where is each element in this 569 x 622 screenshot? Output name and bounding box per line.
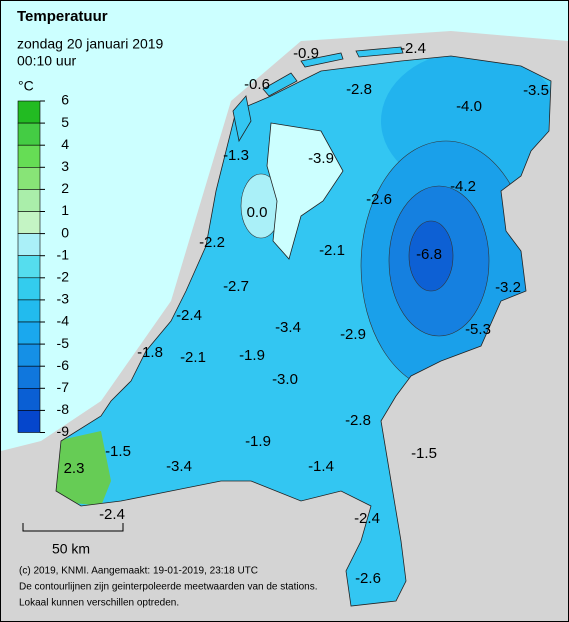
legend-label: -7 — [57, 379, 70, 395]
legend-swatch — [17, 343, 41, 367]
footer-line: Lokaal kunnen verschillen optreden. — [19, 598, 179, 609]
legend-swatch — [17, 410, 41, 433]
station-value: -3.5 — [523, 82, 549, 99]
station-value: -1.9 — [239, 347, 265, 364]
legend-label: -3 — [57, 291, 70, 307]
legend-label: 3 — [61, 158, 69, 174]
station-value: -5.3 — [465, 321, 491, 338]
station-value: -2.1 — [319, 242, 345, 259]
contour-zone — [56, 431, 111, 506]
country-border — [55, 55, 552, 607]
legend-swatch — [17, 233, 41, 257]
scale-label: 50 km — [52, 541, 90, 557]
legend-unit: °C — [18, 78, 34, 94]
sea — [1, 1, 568, 451]
station-value: -2.4 — [99, 506, 125, 523]
legend-swatch — [17, 189, 41, 212]
station-value: -2.6 — [366, 191, 392, 208]
scale-bar — [22, 523, 124, 532]
contour-zone — [408, 220, 454, 292]
legend-swatch — [17, 299, 41, 323]
station-value: -2.4 — [354, 510, 380, 527]
station-value: -6.8 — [416, 246, 442, 263]
station-value: -2.4 — [176, 307, 202, 324]
legend-label: -9 — [57, 423, 70, 439]
station-value: -4.0 — [456, 98, 482, 115]
legend-label: 5 — [61, 114, 69, 130]
title: Temperatuur — [17, 8, 108, 25]
station-value: -3.9 — [308, 150, 334, 167]
station-value: -1.5 — [411, 445, 437, 462]
legend-swatch — [17, 167, 41, 190]
station-value: -1.4 — [308, 458, 334, 475]
station-value: -3.4 — [275, 319, 301, 336]
station-value: -1.9 — [245, 433, 271, 450]
station-value: -2.1 — [180, 349, 206, 366]
station-value: -0.9 — [293, 45, 319, 62]
station-value: -2.6 — [355, 570, 381, 587]
legend-swatch — [17, 321, 41, 345]
legend: 6 5 4 3 2 1 0 -1 -2 -3 -4 -5 -6 -7 -8 -9 — [17, 92, 70, 439]
station-value: -2.7 — [223, 278, 249, 295]
legend-swatch — [17, 122, 41, 146]
footer-line: (c) 2019, KNMI. Aangemaakt: 19-01-2019, … — [19, 566, 258, 577]
station-value: -2.8 — [345, 412, 371, 429]
legend-swatch — [17, 211, 41, 234]
station-value: -1.5 — [105, 443, 131, 460]
station-value: -2.8 — [346, 81, 372, 98]
legend-swatch — [17, 365, 41, 389]
legend-swatch — [17, 387, 41, 411]
station-value: -3.0 — [272, 371, 298, 388]
stations: -0.9 -2.4 -0.6 -2.8 -4.0 -3.5 -1.3 -3.9 -4.2 -2.6… — [64, 40, 549, 587]
legend-swatch — [17, 100, 41, 124]
station-value: -0.6 — [244, 76, 270, 93]
station-value: -2.9 — [340, 326, 366, 343]
legend-label: -8 — [57, 401, 70, 417]
station-value: -4.2 — [450, 178, 476, 195]
legend-label: 6 — [61, 92, 69, 108]
legend-label: 1 — [61, 202, 69, 218]
station-value: -2.2 — [199, 234, 225, 251]
legend-swatch — [17, 255, 41, 279]
legend-label: -5 — [57, 335, 70, 351]
ijsselmeer — [266, 122, 344, 260]
legend-label: -6 — [57, 357, 70, 373]
legend-label: 0 — [61, 224, 69, 240]
station-value: -1.3 — [223, 147, 249, 164]
station-value: -1.8 — [137, 344, 163, 361]
station-value: 0.0 — [247, 204, 268, 221]
legend-label: -1 — [57, 246, 70, 262]
station-value: 2.3 — [64, 460, 85, 477]
station-value: -3.2 — [495, 279, 521, 296]
islands — [232, 46, 404, 143]
legend-label: -4 — [57, 313, 70, 329]
time: 00:10 uur — [17, 53, 76, 69]
legend-label: 2 — [61, 180, 69, 196]
legend-swatch — [17, 144, 41, 168]
station-value: -3.4 — [166, 458, 192, 475]
date: zondag 20 januari 2019 — [17, 36, 164, 52]
legend-label: 4 — [61, 136, 69, 152]
legend-label: -2 — [57, 269, 70, 285]
station-value: -2.4 — [400, 40, 426, 57]
footer-line: De contourlijnen zijn geinterpoleerde me… — [19, 582, 318, 593]
legend-swatch — [17, 277, 41, 301]
